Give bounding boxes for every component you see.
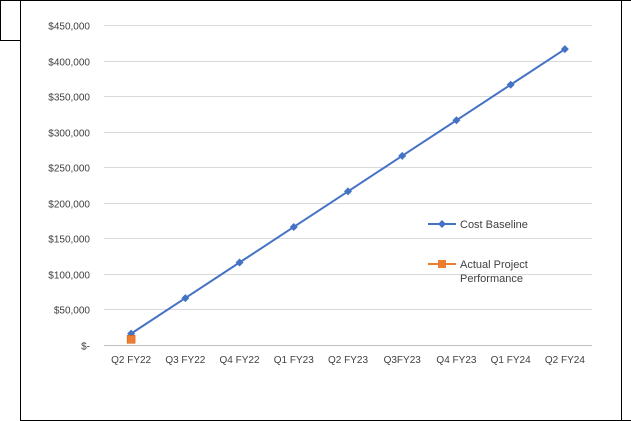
- data-point: [344, 187, 352, 196]
- legend-label: Actual Project: [460, 259, 528, 271]
- legend-marker: [438, 260, 446, 268]
- y-tick-label: $250,000: [48, 164, 90, 175]
- y-tick-label: $100,000: [48, 271, 90, 282]
- y-tick-label: $50,000: [54, 306, 91, 317]
- legend: Cost Baseline Actual Project Performance: [428, 219, 528, 285]
- y-tick-label: $350,000: [48, 93, 90, 104]
- y-tick-label: $-: [81, 342, 90, 353]
- data-point: [506, 80, 515, 89]
- data-point: [235, 258, 244, 267]
- data-point: [126, 335, 136, 344]
- x-tick-label: Q4 FY23: [436, 355, 476, 366]
- data-point: [560, 45, 569, 54]
- y-tick-label: $450,000: [48, 22, 90, 33]
- series-layer: [126, 45, 569, 344]
- data-point: [398, 151, 407, 160]
- y-tick-label: $400,000: [48, 58, 90, 69]
- x-tick-label: Q1 FY23: [274, 355, 314, 366]
- legend-label: Cost Baseline: [460, 219, 528, 231]
- gridlines: [104, 25, 592, 346]
- y-tick-label: $200,000: [48, 200, 90, 211]
- x-tick-label: Q3FY23: [384, 355, 422, 366]
- x-tick-label: Q4 FY22: [220, 355, 260, 366]
- data-point: [181, 294, 190, 303]
- data-point: [452, 116, 461, 125]
- legend-label: Performance: [460, 273, 523, 285]
- data-point: [289, 222, 298, 231]
- x-tick-label: Q2 FY24: [545, 355, 585, 366]
- legend-marker: [438, 220, 446, 228]
- y-axis-ticks: $- $50,000 $100,000 $150,000 $200,000 $250,00…: [48, 22, 90, 353]
- x-tick-label: Q2 FY22: [111, 355, 151, 366]
- x-tick-label: Q2 FY23: [328, 355, 368, 366]
- x-tick-label: Q3 FY22: [165, 355, 205, 366]
- y-tick-label: $150,000: [48, 235, 90, 246]
- x-tick-label: Q1 FY24: [491, 355, 531, 366]
- x-axis-ticks: Q2 FY22 Q3 FY22 Q4 FY22 Q1 FY23 Q2 FY23 Q3FY2…: [111, 355, 585, 366]
- y-tick-label: $300,000: [48, 129, 90, 140]
